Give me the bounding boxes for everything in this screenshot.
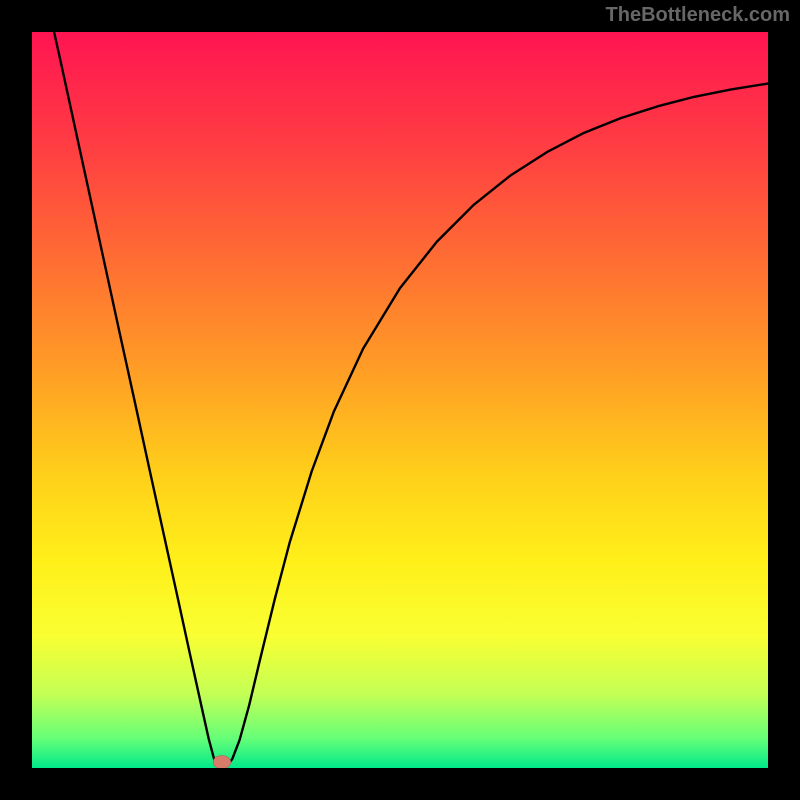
- chart-frame: TheBottleneck.com: [0, 0, 800, 800]
- gradient-background: [32, 32, 768, 768]
- watermark-text: TheBottleneck.com: [606, 4, 790, 27]
- optimal-point-marker: [213, 755, 231, 768]
- plot-area: [32, 32, 768, 768]
- bottleneck-curve-svg: [32, 32, 768, 768]
